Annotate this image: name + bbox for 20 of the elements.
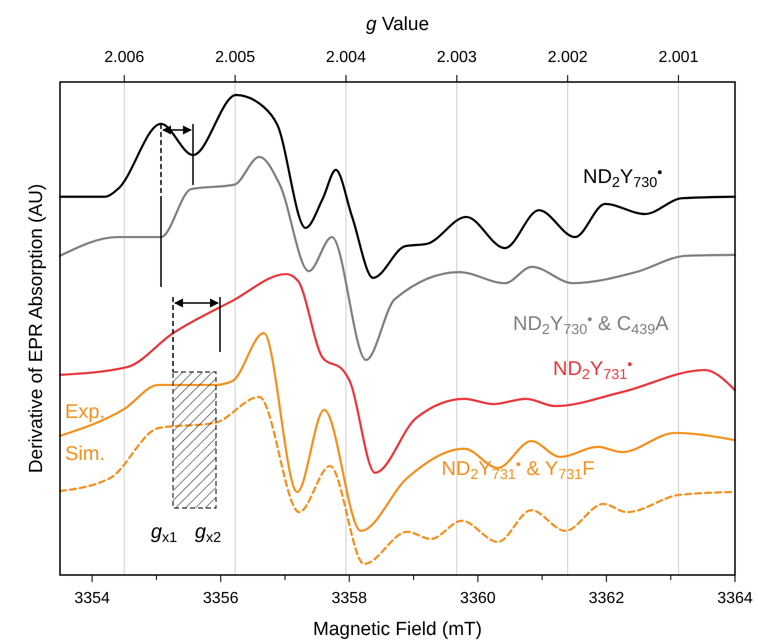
x2-tick-label: 2.005 <box>215 49 256 66</box>
x-tick-label: 3358 <box>331 590 368 607</box>
y-axis-title: Derivative of EPR Absorption (AU) <box>26 184 47 474</box>
x2-tick-label: 2.006 <box>104 49 144 66</box>
x2-tick-label: 2.004 <box>326 49 366 66</box>
x2-tick-label: 2.001 <box>658 49 699 66</box>
series-label: Exp. <box>65 401 106 423</box>
x2-tick-label: 2.003 <box>436 49 477 66</box>
series-label: Sim. <box>65 443 105 465</box>
x2-tick-label: 2.002 <box>548 49 588 66</box>
annotation: g$_{x1}$ <box>150 521 178 546</box>
annotation: g$_{x2}$ <box>194 521 222 546</box>
x2-axis-title: g Value <box>366 14 430 35</box>
x-tick-label: 3360 <box>460 590 496 607</box>
x-tick-label: 3356 <box>202 590 239 607</box>
x-tick-label: 3364 <box>717 590 753 607</box>
series-label: ND$_{2}$Y$_{730}$$^{•}$ & C$_{439}$A <box>513 312 670 338</box>
x-tick-label: 3362 <box>588 590 624 607</box>
x-tick-label: 3354 <box>74 590 110 607</box>
x-axis-title: Magnetic Field (mT) <box>313 619 482 640</box>
